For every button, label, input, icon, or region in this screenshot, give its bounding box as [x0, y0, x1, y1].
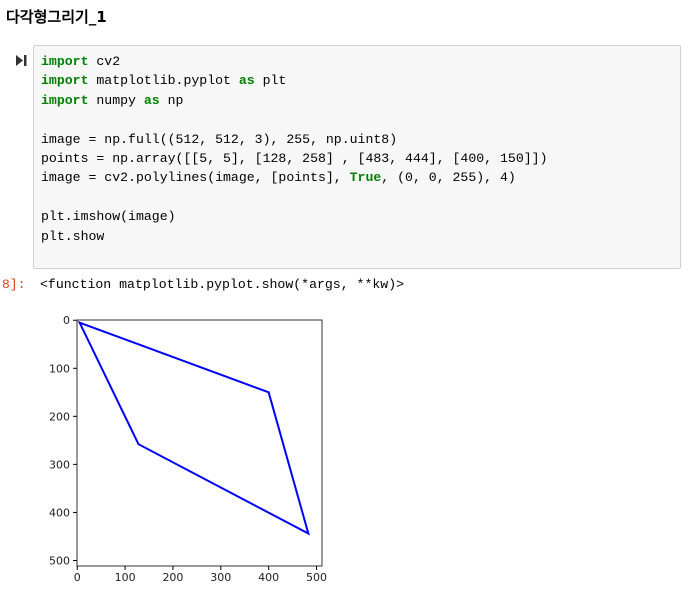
x-tick-label: 100 [115, 571, 136, 584]
code-block: image = np.full((512, 512, 3), 255, np.u… [41, 130, 547, 188]
code-text: matplotlib.pyplot [88, 73, 239, 89]
plot-frame [76, 319, 323, 567]
run-button[interactable] [14, 54, 28, 68]
code-text: , (0, 0, 255), 4) [381, 170, 516, 186]
x-tick-label: 0 [74, 571, 81, 584]
code-line: import cv2 [41, 52, 547, 71]
code-text: points = np.array([[5, 5], [128, 258] , … [41, 151, 548, 167]
output-text: <function matplotlib.pyplot.show(*args, … [40, 277, 405, 292]
code-text: image = np.full((512, 512, 3), 255, np.u… [41, 131, 398, 147]
run-icon [16, 55, 23, 66]
keyword: import [41, 73, 89, 89]
x-tick-label: 200 [162, 571, 183, 584]
code-line: points = np.array([[5, 5], [128, 258] , … [41, 149, 547, 168]
y-tick-label: 0 [63, 314, 70, 327]
y-tick-label: 100 [49, 362, 70, 375]
code-line: import numpy as np [41, 91, 547, 110]
code-line: import matplotlib.pyplot as plt [41, 71, 547, 90]
keyword: as [143, 92, 160, 108]
run-icon-bar [24, 55, 27, 66]
image-area [77, 320, 322, 566]
x-tick-label: 300 [210, 571, 231, 584]
code-text: np [159, 92, 184, 108]
y-tick-label: 400 [49, 506, 70, 519]
y-tick-label: 300 [49, 458, 70, 471]
keyword: True [349, 170, 382, 186]
code-text: plt [254, 73, 287, 89]
code-block: plt.imshow(image) plt.show [41, 207, 547, 246]
code-line: plt.show [41, 227, 547, 246]
polyline [77, 320, 310, 536]
keyword: as [238, 73, 255, 89]
code-text: numpy [88, 92, 144, 108]
code-line: image = np.full((512, 512, 3), 255, np.u… [41, 130, 547, 149]
code-block: import cv2 import matplotlib.pyplot as pl… [41, 52, 547, 110]
code-line: plt.imshow(image) [41, 207, 547, 226]
code: import cv2 import matplotlib.pyplot as pl… [41, 52, 547, 265]
x-tick-label: 500 [306, 571, 327, 584]
code-line: image = cv2.polylines(image, [points], T… [41, 168, 547, 187]
y-tick-label: 500 [49, 554, 70, 567]
output-prompt: 8]: [2, 277, 26, 292]
keyword: import [41, 92, 89, 108]
code-text: plt.imshow(image) [41, 209, 176, 225]
code-text: cv2 [88, 54, 121, 69]
y-tick-label: 200 [49, 410, 70, 423]
code-text: image = cv2.polylines(image, [points], [41, 170, 350, 186]
code-text: plt.show [41, 228, 105, 244]
keyword: import [41, 54, 89, 69]
code-cell[interactable]: import cv2 import matplotlib.pyplot as pl… [33, 45, 681, 269]
x-tick-label: 400 [258, 571, 279, 584]
section-title: 다각형그리기_1 [6, 8, 107, 26]
